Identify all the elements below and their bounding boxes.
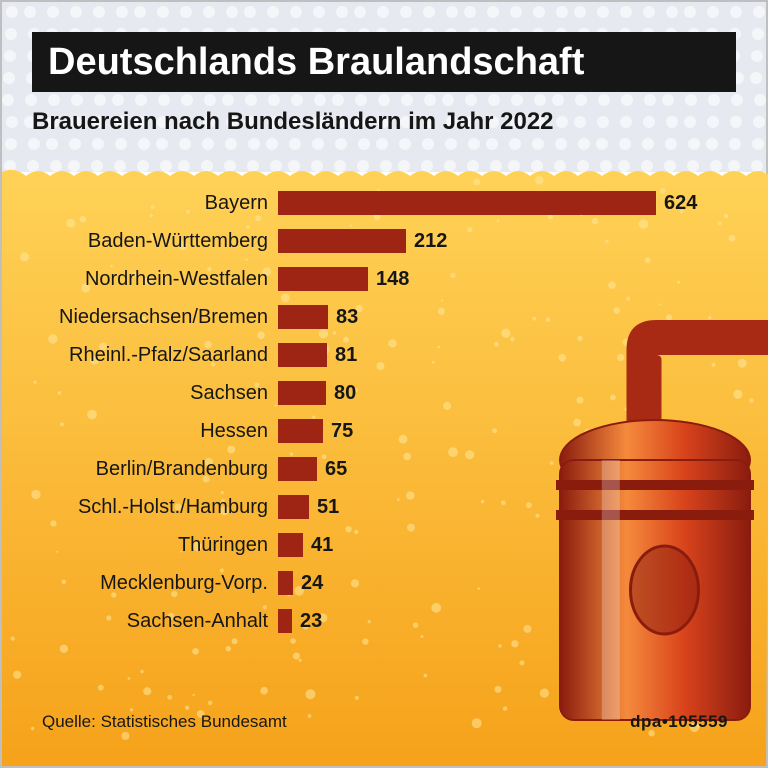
source-text: Quelle: Statistisches Bundesamt — [42, 712, 287, 732]
credit-text: dpa•105559 — [630, 712, 728, 732]
bar-label: Niedersachsen/Bremen — [32, 306, 278, 329]
title-text: Deutschlands Braulandschaft — [48, 41, 584, 84]
bar-row: Schl.-Holst./Hamburg 51 — [32, 488, 718, 526]
title-band: Deutschlands Braulandschaft — [32, 32, 736, 92]
bar-rect — [278, 533, 303, 557]
infographic-frame: Deutschlands Braulandschaft Brauereien n… — [0, 0, 768, 768]
bar-label: Baden-Württemberg — [32, 230, 278, 253]
bar-label: Nordrhein-Westfalen — [32, 268, 278, 291]
bar-row: Sachsen-Anhalt 23 — [32, 602, 718, 640]
bar-rect — [278, 305, 328, 329]
bar-label: Mecklenburg-Vorp. — [32, 572, 278, 595]
subtitle-text: Brauereien nach Bundesländern im Jahr 20… — [32, 108, 554, 136]
bar-value: 24 — [293, 572, 323, 595]
bar-rect — [278, 609, 292, 633]
bar-chart: Bayern 624 Baden-Württemberg 212 Nordrhein-W… — [32, 184, 718, 640]
bar-value: 75 — [323, 420, 353, 443]
bar-label: Sachsen — [32, 382, 278, 405]
bar-value: 23 — [292, 610, 322, 633]
bar-rect — [278, 571, 293, 595]
bar-value: 624 — [656, 192, 697, 215]
bar-value: 83 — [328, 306, 358, 329]
bar-row: Nordrhein-Westfalen 148 — [32, 260, 718, 298]
bar-rect — [278, 495, 309, 519]
bar-label: Thüringen — [32, 534, 278, 557]
bar-rect — [278, 191, 656, 215]
bar-rect — [278, 229, 406, 253]
bar-label: Bayern — [32, 192, 278, 215]
bar-row: Rheinl.-Pfalz/Saarland 81 — [32, 336, 718, 374]
bar-value: 80 — [326, 382, 356, 405]
bar-row: Baden-Württemberg 212 — [32, 222, 718, 260]
bar-label: Berlin/Brandenburg — [32, 458, 278, 481]
bar-rect — [278, 343, 327, 367]
bar-label: Hessen — [32, 420, 278, 443]
bar-row: Bayern 624 — [32, 184, 718, 222]
bar-value: 148 — [368, 268, 409, 291]
bar-rect — [278, 457, 317, 481]
bar-row: Hessen 75 — [32, 412, 718, 450]
bar-value: 81 — [327, 344, 357, 367]
bar-row: Sachsen 80 — [32, 374, 718, 412]
bar-rect — [278, 419, 323, 443]
bar-row: Thüringen 41 — [32, 526, 718, 564]
bar-value: 51 — [309, 496, 339, 519]
bar-rect — [278, 267, 368, 291]
bar-label: Schl.-Holst./Hamburg — [32, 496, 278, 519]
bar-rect — [278, 381, 326, 405]
bar-row: Mecklenburg-Vorp. 24 — [32, 564, 718, 602]
bar-row: Niedersachsen/Bremen 83 — [32, 298, 718, 336]
bar-value: 41 — [303, 534, 333, 557]
bar-value: 65 — [317, 458, 347, 481]
bar-label: Sachsen-Anhalt — [32, 610, 278, 633]
bar-value: 212 — [406, 230, 447, 253]
bar-label: Rheinl.-Pfalz/Saarland — [32, 344, 278, 367]
bar-row: Berlin/Brandenburg 65 — [32, 450, 718, 488]
